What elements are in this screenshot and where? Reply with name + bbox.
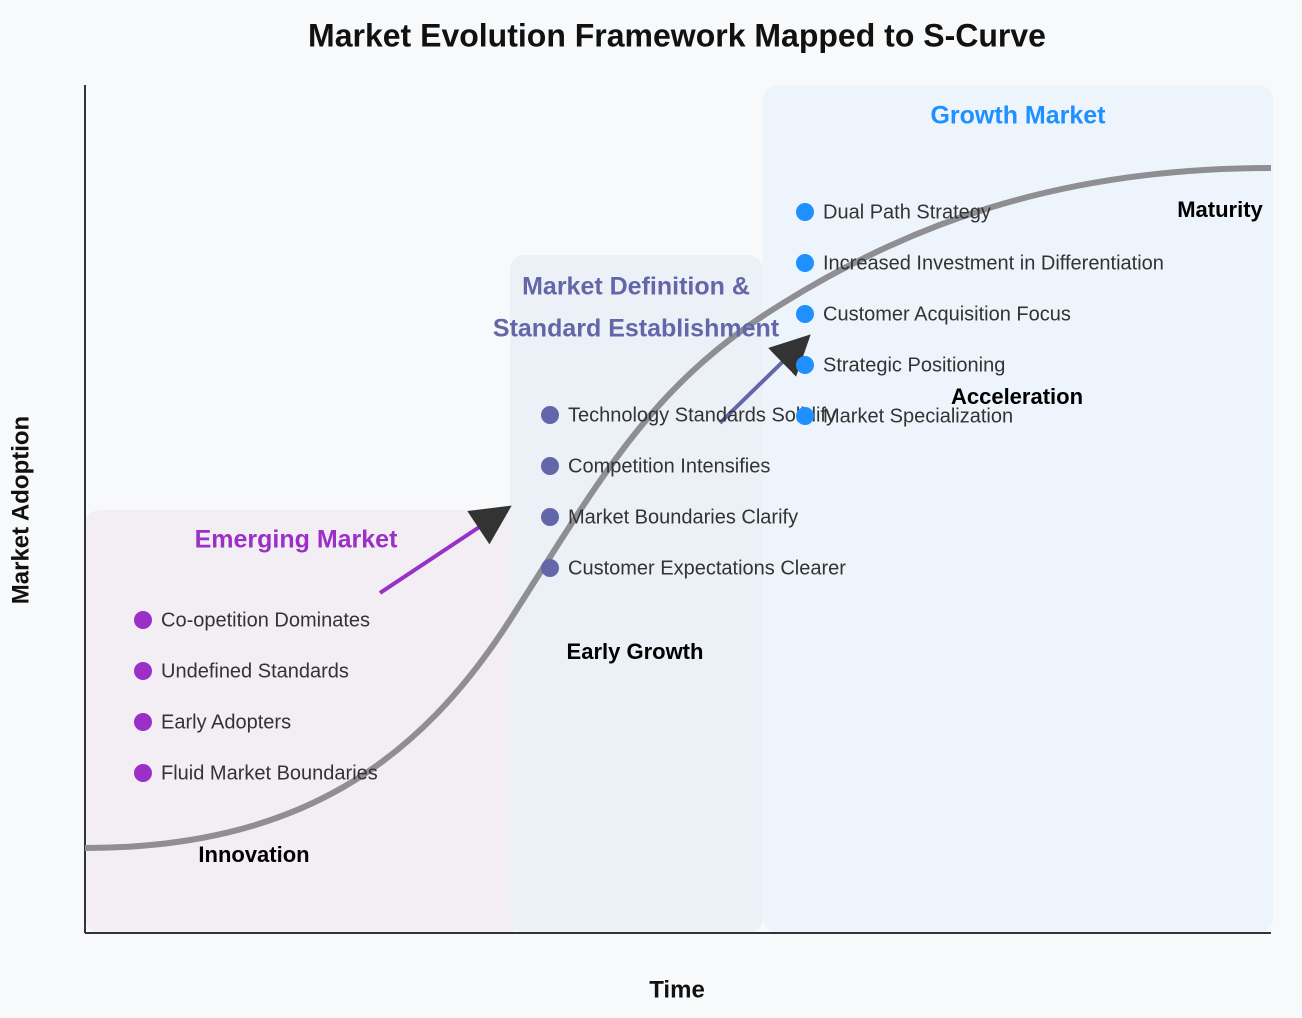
phase-title: Emerging Market [195, 526, 399, 554]
bullet [796, 254, 814, 272]
phase-item: Customer Expectations Clearer [568, 557, 846, 579]
stage-label: Maturity [1177, 197, 1263, 222]
bullet [134, 764, 152, 782]
title: Market Evolution Framework Mapped to S-C… [308, 17, 1046, 53]
stage-label: Acceleration [951, 384, 1083, 409]
phase-item: Co-opetition Dominates [161, 609, 370, 631]
x-label: Time [649, 976, 705, 1003]
growth-box [763, 85, 1273, 933]
phase-item: Dual Path Strategy [823, 201, 991, 223]
bullet [541, 457, 559, 475]
bullet [796, 356, 814, 374]
arrow [378, 505, 512, 595]
stage-label: Early Growth [567, 639, 704, 664]
phase-title: Market Definition & [522, 273, 750, 301]
s-curve [84, 165, 1272, 851]
definition-box [510, 255, 763, 933]
bullet [796, 407, 814, 425]
bullet [541, 406, 559, 424]
phase-item: Competition Intensifies [568, 455, 770, 477]
phase-item: Increased Investment in Differentiation [823, 252, 1164, 274]
phase-item: Strategic Positioning [823, 354, 1005, 376]
bullet [541, 559, 559, 577]
y-label: Market Adoption [7, 416, 34, 604]
phase-item: Undefined Standards [161, 660, 349, 682]
bullet [134, 611, 152, 629]
phase-item: Market Boundaries Clarify [568, 506, 798, 528]
bullet [796, 305, 814, 323]
phase-item: Early Adopters [161, 711, 291, 733]
phase-item: Fluid Market Boundaries [161, 762, 378, 784]
stage-label: Innovation [198, 842, 309, 867]
bullet [134, 662, 152, 680]
arrow [718, 334, 811, 425]
phase-title: Standard Establishment [493, 315, 780, 343]
phase-item: Market Specialization [823, 405, 1013, 427]
bullet [134, 713, 152, 731]
phase-item: Customer Acquisition Focus [823, 303, 1071, 325]
phase-title: Growth Market [930, 102, 1106, 130]
phase-item: Technology Standards Solidify [568, 404, 836, 426]
bullet [796, 203, 814, 221]
emerging-box [85, 510, 520, 933]
bullet [541, 508, 559, 526]
